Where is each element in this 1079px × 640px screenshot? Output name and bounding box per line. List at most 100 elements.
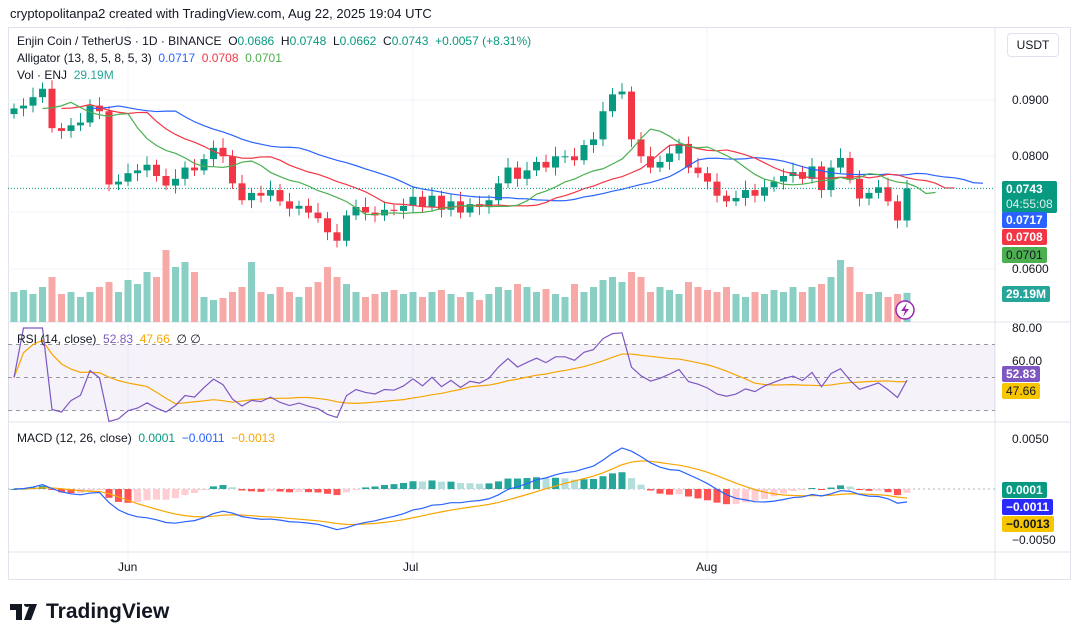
volume-legend[interactable]: Vol · ENJ 29.19M [17,68,114,82]
volume-bar [248,262,255,322]
volume-bar [856,292,863,322]
macd-hist-value: 0.0001 [138,431,176,445]
volume-bar [580,292,588,322]
volume-bar [67,292,75,322]
volume-bar [476,300,483,322]
volume-bar [324,267,331,322]
candle-body [305,205,312,213]
candle-body [143,164,151,171]
volume-bar [466,292,474,322]
candle-body [685,143,692,168]
volume-bar [10,292,18,322]
macd-histogram-bar [124,489,132,503]
rsi-legend[interactable]: RSI (14, close) 52.83 47.66 ∅ ∅ [17,332,201,346]
macd-histogram-bar [371,486,379,489]
volume-bar [257,292,265,322]
candle-body [656,161,664,168]
candle-body [29,97,37,106]
macd-histogram-bar [685,489,692,497]
macd-histogram-bar [162,489,170,500]
volume-bar [875,292,882,322]
macd-histogram-bar [257,489,265,492]
macd-histogram-bar [324,489,331,494]
macd-tag: −0.0011 [1002,499,1054,515]
volume-bar [238,287,246,322]
volume-bar [105,282,113,322]
volume-bar [267,294,274,322]
volume-bar [780,292,787,322]
macd-histogram-bar [742,489,749,503]
volume-bar [732,294,740,322]
macd-histogram-bar [533,477,540,489]
candle-body [219,147,227,157]
macd-histogram-bar [780,489,787,494]
volume-bar [656,287,664,322]
candle-body [181,167,189,179]
macd-histogram-bar [628,478,635,489]
candle-body [903,188,911,221]
candle-body [333,232,341,241]
volume-bar [362,297,369,322]
macd-signal-line [13,460,908,526]
volume-bar [96,287,103,322]
tradingview-logo-icon [10,604,37,620]
volume-bar [590,287,597,322]
volume-bar [457,297,464,322]
candle-body [723,195,730,202]
macd-histogram-bar [267,489,274,492]
volume-bar [808,287,816,322]
last-price-tag: 0.0743 04:55:08 [1002,181,1057,213]
volume-bar [713,292,721,322]
macd-legend[interactable]: MACD (12, 26, close) 0.0001 −0.0011 −0.0… [17,431,275,445]
volume-tag: 29.19M [1002,286,1051,302]
candle-body [894,201,901,221]
volume-bar [770,290,778,322]
candle-body [542,161,550,168]
macd-tick: −0.0050 [1012,533,1056,547]
volume-bar [647,292,654,322]
candle-body [400,205,407,211]
volume-bar [533,292,540,322]
macd-histogram-bar [675,489,683,495]
volume-bar [124,280,132,322]
symbol-legend: Enjin Coin / TetherUS · 1D · BINANCE O0.… [17,34,532,48]
volume-bar [846,267,854,322]
volume-bar [58,294,65,322]
alligator-legend[interactable]: Alligator (13, 8, 5, 8, 5, 3) 0.0717 0.0… [17,51,282,65]
volume-bar [314,282,322,322]
volume-bar [134,284,141,322]
macd-histogram-bar [96,489,103,491]
candle-body [134,170,141,174]
macd-line [13,447,908,531]
candle-body [67,125,75,131]
low-value: 0.0662 [339,34,377,48]
candle-countdown: 04:55:08 [1006,197,1053,211]
candle-body [599,111,607,140]
volume-bar [77,297,84,322]
chart-credit: cryptopolitanpa2 created with TradingVie… [10,6,432,21]
macd-signal-tag: −0.0013 [1002,516,1054,532]
volume-bar [381,292,388,322]
macd-histogram-bar [286,489,293,493]
candle-body [552,156,559,168]
macd-tick: 0.0050 [1012,432,1049,446]
candle-body [875,187,882,193]
candle-body [770,181,778,188]
volume-bar [704,290,711,322]
candle-body [238,183,246,201]
rsi-ma-value: 47.66 [139,332,170,346]
change-value: +0.0057 (+8.31%) [435,34,532,48]
rsi-band [8,344,995,411]
volume-bar [29,294,37,322]
candle-body [761,187,768,196]
volume-bar [865,294,873,322]
macd-histogram-bar [704,489,711,501]
macd-histogram-bar [295,489,303,493]
volume-bar [20,290,27,322]
macd-histogram-bar [751,489,759,502]
rsi-ma-tag: 47.66 [1002,383,1041,399]
currency-button[interactable]: USDT [1007,33,1059,57]
macd-histogram-bar [400,482,407,489]
tradingview-logo[interactable]: TradingView [10,600,169,624]
